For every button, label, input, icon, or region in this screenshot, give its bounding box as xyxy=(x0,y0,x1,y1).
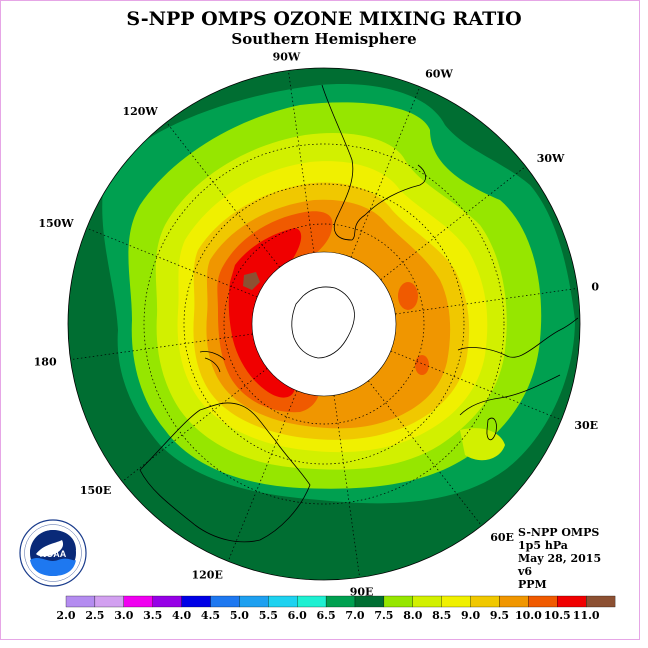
colorbar-tick-label: 9.5 xyxy=(490,609,509,622)
longitude-label: 0 xyxy=(591,280,599,293)
colorbar-tick-label: 6.0 xyxy=(288,609,307,622)
colorbar-swatch xyxy=(470,595,500,608)
colorbar-swatch xyxy=(354,595,385,608)
longitude-label: 60E xyxy=(490,531,514,544)
colorbar-tick-label: 6.5 xyxy=(317,609,336,622)
info-product: S-NPP OMPS xyxy=(518,526,600,539)
colorbar: 2.0 2.5 3.0 3.5 4.0 4.5 5.0 5.5 6.0 6.5 7.0 7.5 8.0 8… xyxy=(56,595,616,622)
info-units: PPM xyxy=(518,578,547,591)
longitude-label: 120W xyxy=(122,105,158,118)
meridian-line xyxy=(380,166,526,280)
map-frame xyxy=(0,0,640,640)
south-america-coast xyxy=(321,84,427,241)
colorbar-swatch xyxy=(325,595,356,608)
colorbar-tick-label: 9.0 xyxy=(461,609,480,622)
new-zealand-coast xyxy=(199,351,226,373)
latitude-circle xyxy=(143,143,505,505)
ozone-max-patch xyxy=(243,272,260,290)
info-panel: S-NPP OMPS 1p5 hPa May 28, 2015 v6 PPM xyxy=(518,526,601,591)
meridian-line xyxy=(288,70,315,253)
colorbar-tick-label: 8.5 xyxy=(432,609,451,622)
colorbar-swatch xyxy=(412,595,442,608)
polar-cap xyxy=(251,251,397,397)
longitude-label: 180 xyxy=(34,356,57,369)
colorbar-swatch xyxy=(181,595,211,608)
colorbar-swatch xyxy=(557,595,587,608)
colorbar-swatch xyxy=(268,595,298,608)
longitude-labels: 90W 60W 30W 0 30E 60E 90E 120E 150E 180 150W 120W xyxy=(34,51,600,599)
latitude-circle xyxy=(223,223,425,425)
colorbar-tick-label: 2.5 xyxy=(85,609,104,622)
colorbar-swatch xyxy=(94,595,124,608)
colorbar-swatch xyxy=(239,595,269,608)
colorbar-swatch xyxy=(586,595,616,608)
colorbar-tick-label: 4.5 xyxy=(201,609,220,622)
colorbar-tick-label: 3.0 xyxy=(114,609,133,622)
colorbar-tick-label: 7.5 xyxy=(374,609,393,622)
ozone-patch-southeast xyxy=(415,355,429,375)
meridian-line xyxy=(70,333,253,360)
colorbar-swatch xyxy=(383,595,413,608)
colorbar-swatch xyxy=(499,595,529,608)
colorbar-tick-label: 3.5 xyxy=(143,609,162,622)
longitude-label: 150W xyxy=(38,217,74,230)
colorbar-tick-label: 10.0 xyxy=(515,609,542,622)
globe-border xyxy=(67,67,581,581)
longitude-label: 90E xyxy=(350,585,374,598)
colorbar-tick-label: 11.0 xyxy=(573,609,600,622)
ozone-field xyxy=(68,68,580,580)
colorbar-swatch xyxy=(65,595,96,608)
madagascar-coast xyxy=(486,417,497,441)
longitude-label: 120E xyxy=(191,568,222,581)
map-subtitle: Southern Hemisphere xyxy=(231,30,417,48)
colorbar-swatch xyxy=(297,595,327,608)
colorbar-tick-label: 8.0 xyxy=(403,609,422,622)
ozone-patch-east xyxy=(398,282,418,310)
africa-east-coast xyxy=(459,374,561,416)
map-title: S-NPP OMPS OZONE MIXING RATIO xyxy=(126,8,522,30)
longitude-label: 90W xyxy=(273,51,301,64)
meridian-line xyxy=(86,227,258,298)
latitude-circle xyxy=(183,183,465,465)
colorbar-swatch xyxy=(152,595,182,608)
longitude-label: 30E xyxy=(574,419,598,432)
info-date: May 28, 2015 xyxy=(518,552,602,565)
africa-coast xyxy=(457,317,579,358)
antarctica-inner-coast xyxy=(291,286,355,359)
ozone-patch-lower-right xyxy=(460,428,505,461)
info-version: v6 xyxy=(518,565,533,578)
noaa-logo: NOAA xyxy=(19,519,87,587)
colorbar-tick-label: 5.5 xyxy=(259,609,278,622)
colorbar-tick-label: 5.0 xyxy=(230,609,249,622)
meridian-line xyxy=(390,350,562,421)
colorbar-swatch xyxy=(441,595,471,608)
noaa-logo-text: NOAA xyxy=(40,549,67,559)
colorbar-tick-label: 2.0 xyxy=(56,609,75,622)
colorbar-swatch xyxy=(123,595,153,608)
meridian-line xyxy=(350,86,421,258)
meridian-line xyxy=(368,380,482,526)
meridian-line xyxy=(227,390,298,562)
colorbar-swatch xyxy=(210,595,240,608)
info-level: 1p5 hPa xyxy=(518,539,568,552)
meridian-line xyxy=(122,368,268,482)
meridian-line xyxy=(395,288,578,315)
colorbar-swatch xyxy=(528,595,558,608)
longitude-label: 150E xyxy=(80,484,111,497)
colorbar-tick-label: 10.5 xyxy=(544,609,571,622)
colorbar-tick-label: 7.0 xyxy=(345,609,364,622)
colorbar-tick-label: 4.0 xyxy=(172,609,191,622)
australia-coast xyxy=(139,402,311,543)
meridian-line xyxy=(166,122,280,268)
meridian-line xyxy=(333,395,360,578)
longitude-label: 60W xyxy=(425,68,453,81)
longitude-label: 30W xyxy=(537,152,565,165)
